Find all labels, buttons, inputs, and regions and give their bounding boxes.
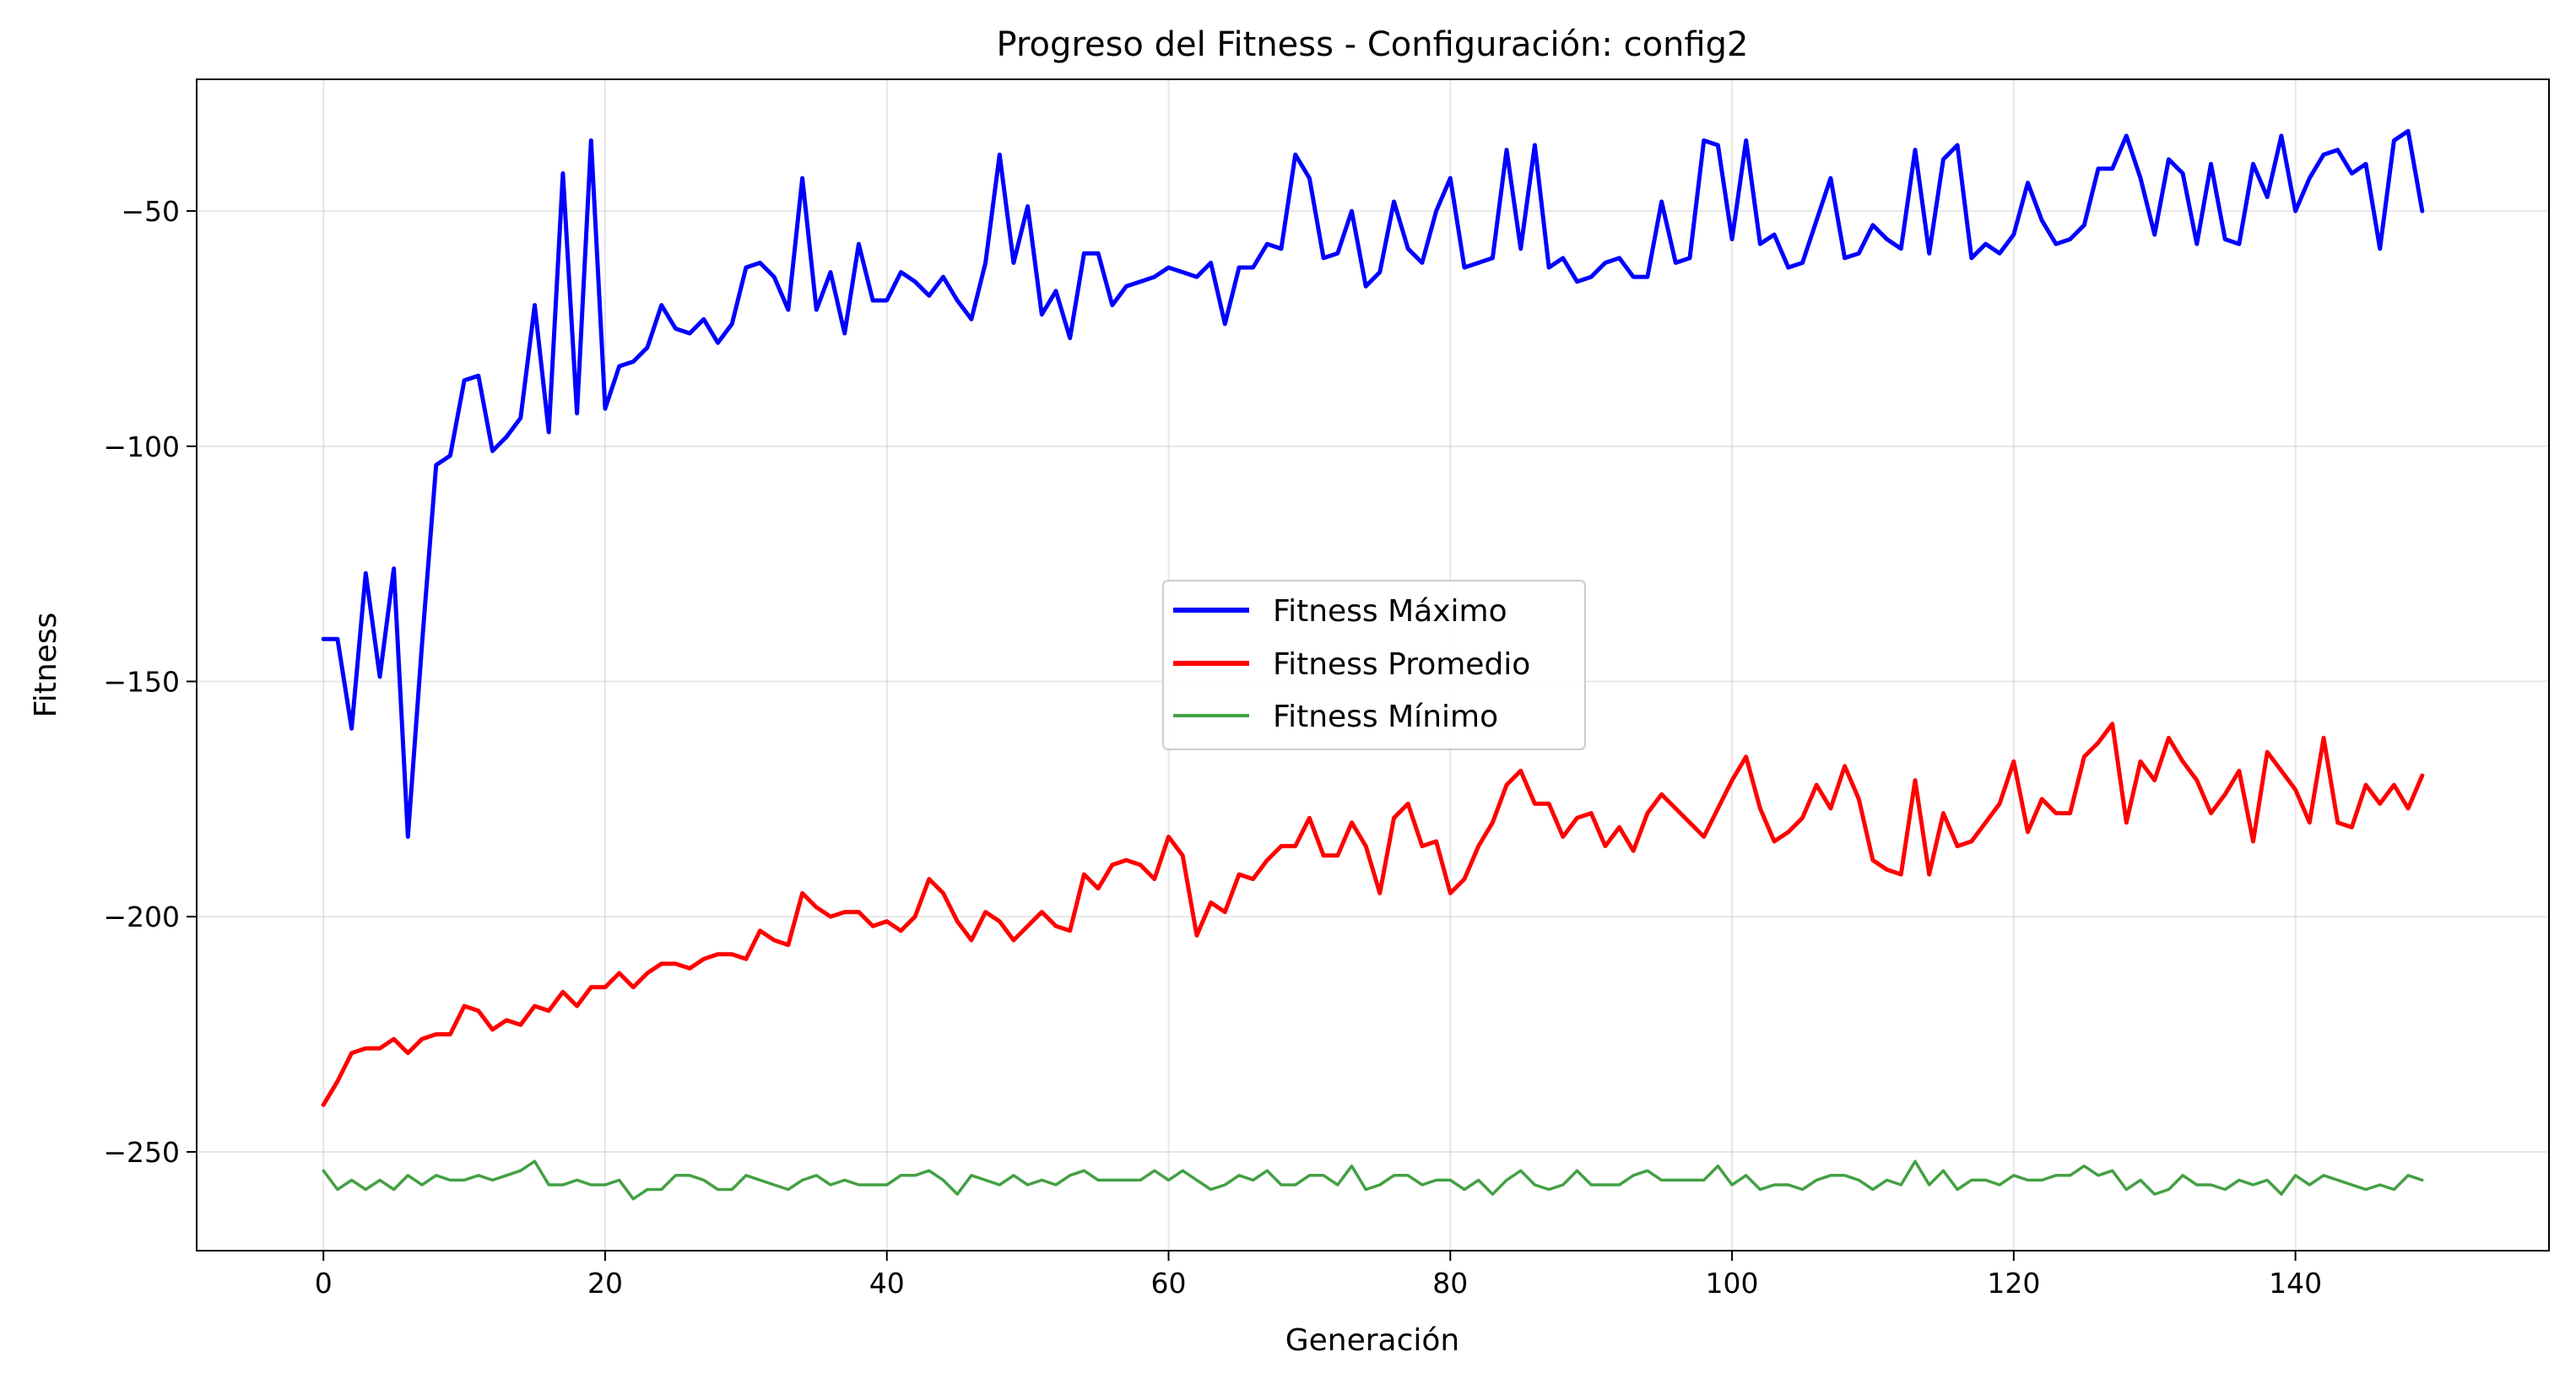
series-line-fitness-promedio — [321, 722, 2425, 1107]
x-axis-ticks: 0 20 40 60 80 100 120 140 — [315, 1251, 2322, 1300]
y-tick-label: −200 — [103, 900, 180, 933]
y-tick-label: −250 — [103, 1136, 180, 1169]
x-tick-label: 80 — [1432, 1267, 1468, 1300]
y-axis-ticks: −50 −100 −150 −200 −250 — [103, 195, 197, 1169]
legend-box — [1162, 580, 1586, 750]
legend-label-promedio: Fitness Promedio — [1273, 647, 1530, 682]
series-line-fitness-minimo — [322, 1160, 2424, 1201]
x-tick-label: 140 — [2269, 1267, 2322, 1300]
chart-title: Progreso del Fitness - Configuración: co… — [997, 25, 1749, 64]
legend-label-maximo: Fitness Máximo — [1273, 594, 1507, 629]
y-tick-label: −150 — [103, 666, 180, 699]
y-tick-label: −50 — [121, 195, 180, 228]
plot-frame — [196, 78, 2550, 1252]
series-layer — [321, 128, 2425, 1201]
x-tick-label: 120 — [1987, 1267, 2040, 1300]
legend-label-minimo: Fitness Mínimo — [1273, 700, 1498, 734]
x-axis-label: Generación — [1285, 1323, 1460, 1358]
x-tick-label: 40 — [869, 1267, 905, 1300]
x-tick-label: 60 — [1151, 1267, 1187, 1300]
series-line-fitness-maximo — [321, 128, 2425, 839]
x-tick-label: 20 — [587, 1267, 623, 1300]
x-tick-label: 0 — [315, 1267, 333, 1300]
y-axis-label: Fitness — [29, 613, 63, 718]
y-tick-label: −100 — [103, 430, 180, 463]
x-tick-label: 100 — [1706, 1267, 1759, 1300]
legend: Fitness Máximo Fitness Promedio Fitness … — [1162, 580, 1586, 750]
